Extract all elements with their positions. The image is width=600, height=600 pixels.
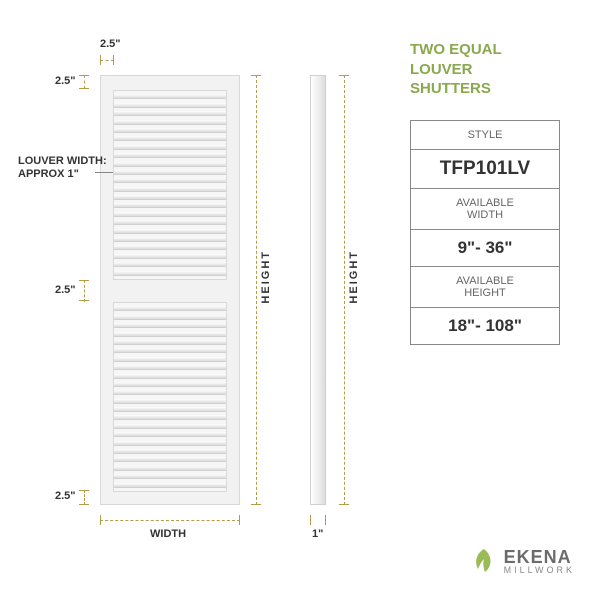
product-title: TWO EQUAL LOUVER SHUTTERS — [410, 40, 502, 99]
leaf-icon — [470, 547, 498, 575]
callout-line — [95, 172, 113, 173]
tick — [251, 504, 261, 505]
width-line — [100, 520, 240, 521]
spec-style-val: TFP101LV — [411, 150, 559, 189]
louver-panel-bottom — [113, 302, 227, 492]
logo-sub: MILLWORK — [504, 566, 575, 575]
spec-width-hdr: AVAILABLE WIDTH — [411, 189, 559, 230]
spec-style-hdr: STYLE — [411, 121, 559, 150]
width-label: WIDTH — [150, 528, 186, 540]
louver-panel-top — [113, 90, 227, 280]
height-line-front — [256, 75, 257, 505]
louver-note: LOUVER WIDTH: APPROX 1" — [18, 155, 107, 181]
dim-bot: 2.5" — [55, 490, 76, 502]
tick — [239, 515, 240, 525]
dim-top-vert: 2.5" — [55, 75, 76, 87]
side-depth: 1" — [312, 528, 323, 540]
tick — [251, 75, 261, 76]
tick — [100, 55, 101, 65]
tick — [325, 515, 326, 525]
height-label-front: HEIGHT — [260, 250, 272, 304]
diagram-stage: 2.5" 2.5" LOUVER WIDTH: APPROX 1" 2.5" 2… — [0, 0, 600, 600]
spec-height-hdr: AVAILABLE HEIGHT — [411, 267, 559, 308]
dim-top-horiz: 2.5" — [100, 38, 121, 50]
tick — [339, 504, 349, 505]
logo-text: EKENA MILLWORK — [504, 548, 575, 575]
spec-table: STYLE TFP101LV AVAILABLE WIDTH 9"- 36" A… — [410, 120, 560, 345]
louver-note-line1: LOUVER WIDTH: — [18, 155, 107, 168]
height-label-side: HEIGHT — [348, 250, 360, 304]
shutter-front-view — [100, 75, 240, 505]
tick — [84, 75, 85, 89]
dim-mid: 2.5" — [55, 284, 76, 296]
louver-note-line2: APPROX 1" — [18, 168, 107, 181]
tick — [339, 75, 349, 76]
tick — [79, 75, 89, 76]
tick — [100, 515, 101, 525]
tick — [84, 280, 85, 302]
tick — [84, 490, 85, 505]
tick — [113, 55, 114, 65]
brand-logo: EKENA MILLWORK — [470, 547, 575, 575]
spec-height-val: 18"- 108" — [411, 308, 559, 344]
shutter-side-view — [310, 75, 326, 505]
tick — [100, 60, 114, 61]
tick — [310, 515, 311, 525]
logo-name: EKENA — [504, 548, 575, 566]
height-line-side — [344, 75, 345, 505]
spec-width-val: 9"- 36" — [411, 230, 559, 267]
tick — [79, 88, 89, 89]
